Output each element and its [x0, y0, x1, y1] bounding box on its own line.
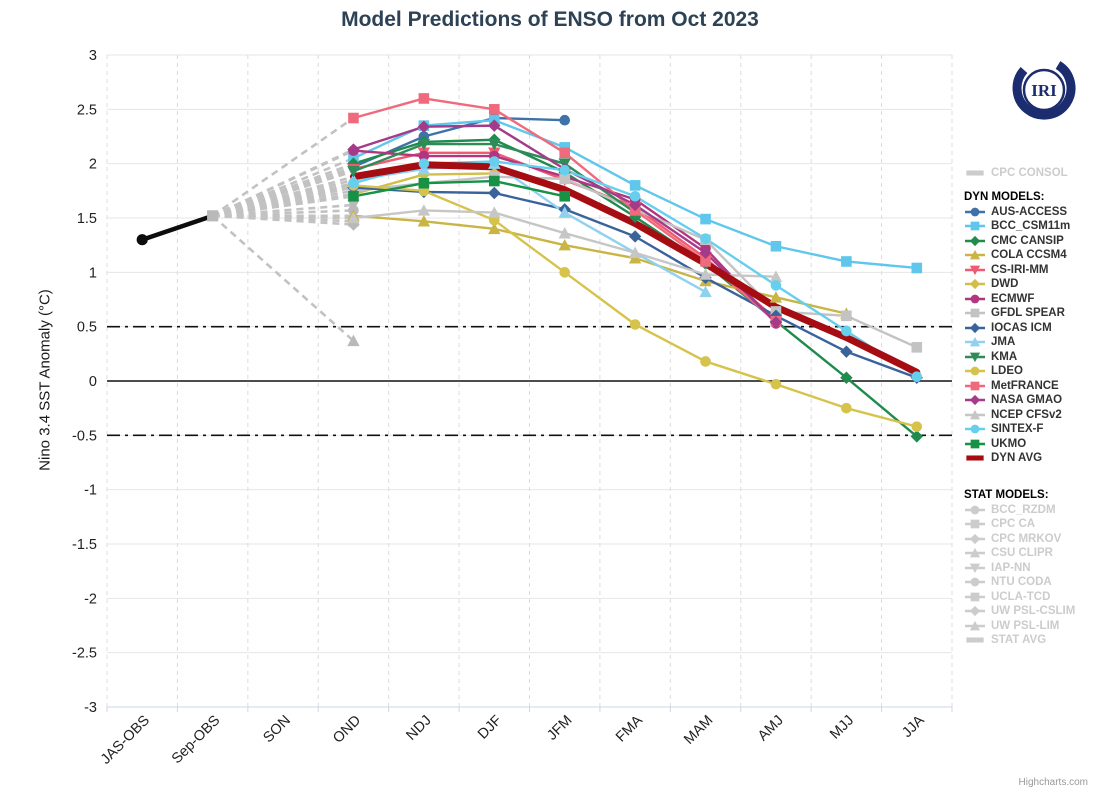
legend-item-ncep-cfsv2[interactable]: NCEP CFSv2 [964, 408, 1098, 423]
legend: CPC CONSOL DYN MODELS: AUS-ACCESS BCC_CSM11… [964, 166, 1098, 648]
legend-item-cola-ccsm4[interactable]: COLA CCSM4 [964, 248, 1098, 263]
legend-item-dyn-avg[interactable]: DYN AVG [964, 451, 1098, 466]
svg-text:JFM: JFM [544, 713, 575, 744]
legend-item-label: CS-IRI-MM [991, 263, 1049, 276]
legend-item-label: AUS-ACCESS [991, 205, 1068, 218]
legend-item-cs-iri-mm[interactable]: CS-IRI-MM [964, 263, 1098, 278]
legend-item-label: COLA CCSM4 [991, 249, 1067, 261]
legend-item-gfdl-spear[interactable]: GFDL SPEAR [964, 306, 1098, 321]
series-dyn-avg [349, 161, 921, 376]
legend-item-label: NTU CODA [991, 576, 1052, 588]
legend-item-label: UW PSL-CSLIM [991, 605, 1076, 617]
highcharts-credit[interactable]: Highcharts.com [1018, 777, 1088, 788]
svg-text:-0.5: -0.5 [72, 428, 97, 444]
legend-item-cpc-mrkov[interactable]: CPC MRKOV [964, 532, 1098, 547]
svg-text:2: 2 [89, 157, 97, 173]
svg-text:JJA: JJA [899, 712, 928, 741]
legend-item-label: NCEP CFSv2 [991, 408, 1062, 421]
legend-item-stat-avg[interactable]: STAT AVG [964, 633, 1098, 648]
svg-text:FMA: FMA [613, 712, 646, 745]
svg-text:-1: -1 [84, 483, 97, 499]
legend-item-cmc-cansip[interactable]: CMC CANSIP [964, 234, 1098, 249]
legend-item-kma[interactable]: KMA [964, 350, 1098, 365]
legend-item-uw-psl-lim[interactable]: UW PSL-LIM [964, 619, 1098, 634]
legend-item-jma[interactable]: JMA [964, 335, 1098, 350]
stat-fan [211, 116, 360, 347]
series-ukmo [352, 179, 566, 198]
legend-item-label: NASA GMAO [991, 394, 1063, 406]
legend-item-cpc-consol[interactable]: CPC CONSOL [964, 166, 1098, 181]
svg-text:-3: -3 [84, 700, 97, 716]
svg-text:Sep-OBS: Sep-OBS [169, 713, 224, 768]
svg-text:DJF: DJF [475, 712, 505, 742]
svg-text:OND: OND [330, 713, 364, 747]
legend-item-ukmo[interactable]: UKMO [964, 437, 1098, 452]
svg-text:MJJ: MJJ [827, 713, 857, 743]
legend-item-iap-nn[interactable]: IAP-NN [964, 561, 1098, 576]
legend-item-label: UKMO [991, 437, 1027, 450]
legend-item-sintex-f[interactable]: SINTEX-F [964, 422, 1098, 437]
legend-item-cpc-ca[interactable]: CPC CA [964, 517, 1098, 532]
chart-title: Model Predictions of ENSO from Oct 2023 [341, 8, 759, 31]
legend-item-label: CPC MRKOV [991, 532, 1062, 545]
legend-item-bcc-rzdm[interactable]: BCC_RZDM [964, 503, 1098, 518]
legend-item-label: SINTEX-F [991, 423, 1044, 435]
legend-item-label: ECMWF [991, 292, 1035, 305]
legend-item-label: MetFRANCE [991, 379, 1059, 392]
legend-item-label: STAT AVG [991, 634, 1047, 646]
legend-item-ntu-coda[interactable]: NTU CODA [964, 575, 1098, 590]
legend-item-label: IAP-NN [991, 561, 1031, 574]
legend-item-nasa-gmao[interactable]: NASA GMAO [964, 393, 1098, 408]
legend-item-label: DYN AVG [991, 452, 1043, 464]
svg-text:NDJ: NDJ [403, 713, 434, 744]
legend-item-label: CMC CANSIP [991, 234, 1064, 247]
legend-item-label: DWD [991, 278, 1019, 290]
legend-item-ucla-tcd[interactable]: UCLA-TCD [964, 590, 1098, 605]
legend-item-uw-psl-cslim[interactable]: UW PSL-CSLIM [964, 604, 1098, 619]
legend-item-bcc-csm11m[interactable]: BCC_CSM11m [964, 219, 1098, 234]
svg-text:SON: SON [260, 713, 294, 747]
svg-text:AMJ: AMJ [755, 713, 787, 745]
legend-item-label: BCC_RZDM [991, 503, 1056, 516]
svg-text:-1.5: -1.5 [72, 537, 97, 553]
svg-text:1: 1 [89, 265, 97, 281]
iri-logo-text: IRI [1031, 81, 1057, 100]
legend-header-dyn: DYN MODELS: [964, 190, 1045, 203]
legend-item-csu-clipr[interactable]: CSU CLIPR [964, 546, 1098, 561]
legend-item-label: KMA [991, 350, 1018, 363]
legend-item-label: CPC CONSOL [991, 167, 1068, 179]
svg-text:MAM: MAM [681, 713, 716, 748]
svg-text:JAS-OBS: JAS-OBS [98, 713, 153, 768]
legend-item-label: IOCAS ICM [991, 321, 1052, 334]
legend-item-aus-access[interactable]: AUS-ACCESS [964, 205, 1098, 220]
svg-text:-2.5: -2.5 [72, 646, 97, 662]
legend-item-label: BCC_CSM11m [991, 220, 1071, 232]
legend-item-metfrance[interactable]: MetFRANCE [964, 379, 1098, 394]
series-observations [136, 210, 219, 246]
legend-item-label: CSU CLIPR [991, 547, 1053, 559]
svg-text:0.5: 0.5 [77, 320, 97, 336]
legend-item-dwd[interactable]: DWD [964, 277, 1098, 292]
legend-item-ecmwf[interactable]: ECMWF [964, 292, 1098, 307]
svg-text:1.5: 1.5 [77, 211, 97, 227]
legend-item-label: UCLA-TCD [991, 590, 1051, 603]
legend-item-label: LDEO [991, 365, 1023, 377]
iri-logo: IRI [1012, 61, 1076, 120]
svg-text:3: 3 [89, 48, 97, 64]
svg-text:0: 0 [89, 374, 97, 390]
series-cola-ccsm4 [352, 214, 848, 315]
legend-header-stat: STAT MODELS: [964, 488, 1049, 501]
legend-item-label: UW PSL-LIM [991, 619, 1060, 632]
legend-item-ldeo[interactable]: LDEO [964, 364, 1098, 379]
svg-text:-2: -2 [84, 591, 97, 607]
legend-item-label: GFDL SPEAR [991, 307, 1065, 319]
svg-text:2.5: 2.5 [77, 102, 97, 118]
legend-item-label: CPC CA [991, 518, 1036, 530]
legend-item-label: JMA [991, 336, 1016, 348]
legend-item-iocas-icm[interactable]: IOCAS ICM [964, 321, 1098, 336]
series-markers [347, 93, 923, 443]
